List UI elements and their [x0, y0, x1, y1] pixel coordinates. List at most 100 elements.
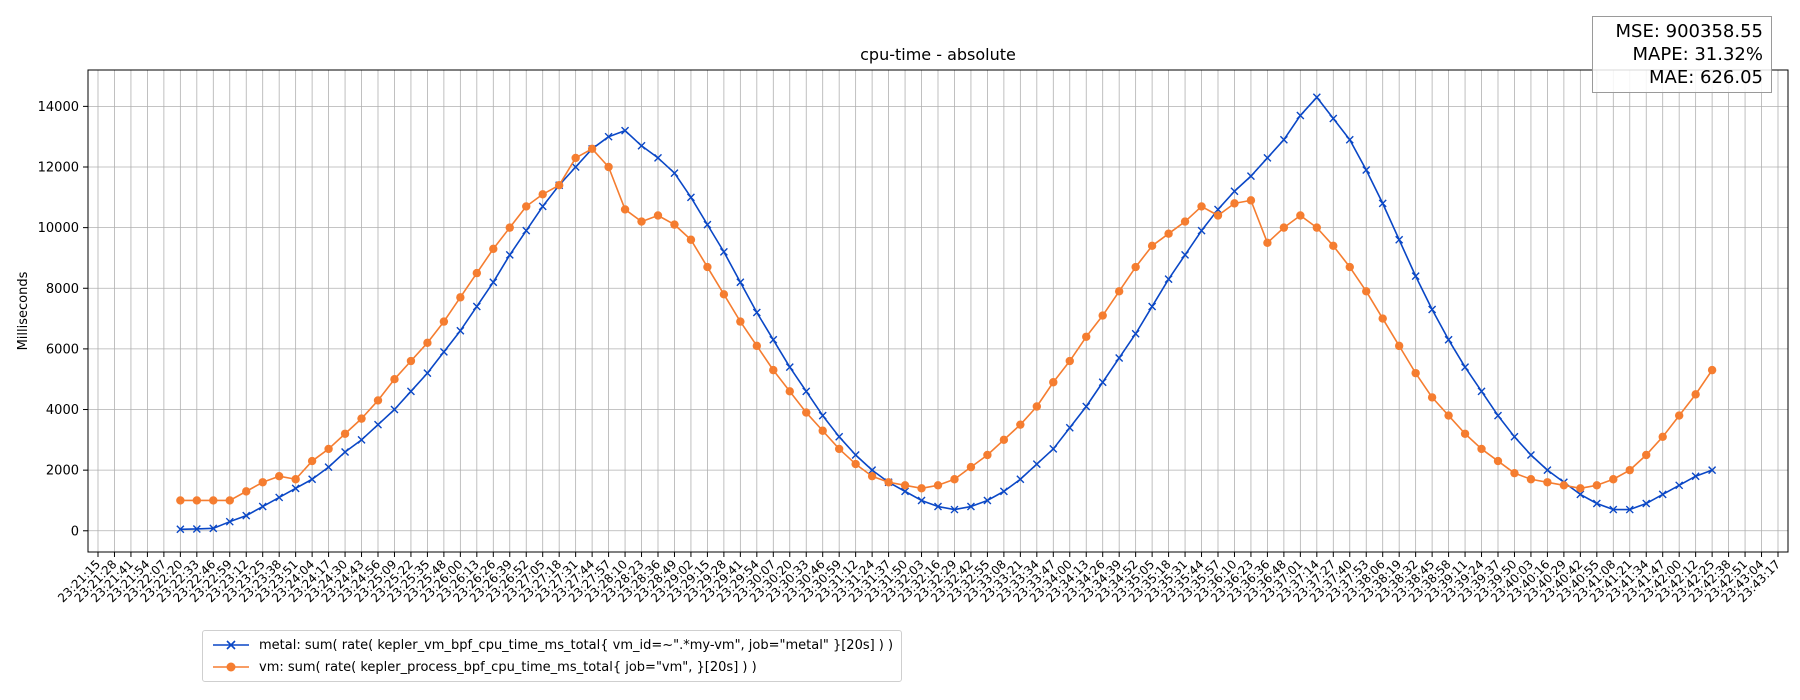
data-point-vm	[1098, 311, 1107, 320]
data-point-metal	[999, 487, 1008, 496]
data-point-metal	[604, 132, 613, 141]
data-point-vm	[719, 290, 729, 299]
data-point-vm	[933, 481, 943, 490]
data-point-vm	[752, 341, 762, 351]
data-point-metal	[1312, 93, 1321, 102]
data-point-vm	[1592, 481, 1602, 490]
data-point-vm	[966, 462, 976, 472]
data-point-vm	[1559, 481, 1569, 490]
data-point-metal	[621, 126, 630, 135]
data-point-metal	[1494, 411, 1502, 420]
data-point-metal	[1016, 475, 1025, 484]
series-line-vm	[180, 148, 1713, 502]
legend-item-vm: vm: sum( rate( kepler_process_bpf_cpu_ti…	[211, 656, 893, 678]
data-point-metal	[1246, 172, 1255, 181]
data-point-vm	[439, 317, 449, 326]
data-point-vm	[390, 375, 399, 384]
data-point-vm	[1427, 393, 1437, 402]
y-tick-label: 4000	[46, 403, 79, 418]
y-axis-label: Milliseconds	[16, 271, 31, 350]
data-point-metal	[1658, 490, 1667, 499]
data-point-metal	[439, 347, 448, 356]
data-point-vm	[1230, 199, 1239, 208]
data-point-vm	[1362, 287, 1371, 296]
data-point-vm	[851, 459, 860, 469]
data-point-metal	[1444, 335, 1453, 344]
data-point-vm	[1296, 211, 1305, 220]
data-point-metal	[802, 387, 811, 396]
data-point-vm	[1197, 202, 1206, 211]
data-point-vm	[1263, 238, 1272, 247]
data-point-vm	[209, 496, 218, 505]
data-point-metal	[1428, 305, 1437, 314]
data-point-vm	[884, 478, 893, 487]
data-point-metal	[1115, 353, 1124, 362]
data-point-metal	[1411, 272, 1420, 281]
data-point-vm	[867, 472, 877, 481]
data-point-vm	[522, 202, 531, 211]
y-tick-label: 2000	[46, 464, 79, 479]
data-point-metal	[1148, 302, 1157, 311]
data-point-vm	[242, 487, 251, 496]
data-point-metal	[225, 517, 234, 526]
data-point-metal	[1675, 481, 1684, 490]
data-point-metal	[406, 387, 415, 396]
legend-item-metal: metal: sum( rate( kepler_vm_bpf_cpu_time…	[211, 634, 893, 656]
data-point-metal	[1576, 490, 1585, 499]
y-tick-label: 12000	[38, 161, 79, 176]
data-point-metal	[901, 487, 910, 496]
data-point-metal	[1181, 250, 1190, 259]
data-point-vm	[1378, 314, 1387, 323]
data-point-metal	[1592, 499, 1601, 508]
data-point-vm	[1394, 341, 1404, 351]
data-point-vm	[571, 153, 580, 163]
data-point-metal	[719, 247, 728, 256]
data-point-vm	[274, 472, 284, 481]
data-point-metal	[785, 363, 794, 372]
data-point-metal	[703, 220, 712, 229]
data-point-metal	[637, 141, 646, 150]
data-point-metal	[818, 411, 827, 420]
data-point-vm	[1032, 402, 1042, 411]
data-point-metal	[1691, 472, 1700, 481]
data-point-vm	[1526, 475, 1536, 484]
data-point-vm	[225, 496, 234, 505]
data-point-vm	[1049, 378, 1058, 387]
data-point-metal	[1477, 387, 1486, 396]
data-point-vm	[703, 262, 712, 272]
legend: metal: sum( rate( kepler_vm_bpf_cpu_time…	[202, 630, 903, 682]
data-point-metal	[1263, 153, 1272, 162]
y-tick-label: 6000	[46, 342, 79, 357]
data-point-metal	[835, 432, 844, 441]
data-point-vm	[1444, 411, 1453, 420]
data-point-vm	[950, 475, 959, 484]
y-tick-label: 0	[71, 524, 79, 539]
data-point-metal	[176, 525, 185, 534]
data-point-metal	[983, 496, 992, 505]
data-point-metal	[769, 335, 778, 344]
data-point-metal	[1395, 235, 1404, 244]
data-point-metal	[1543, 466, 1552, 475]
data-point-vm	[1065, 356, 1074, 366]
data-point-metal	[242, 511, 251, 520]
data-point-metal	[1131, 329, 1140, 338]
data-point-vm	[1674, 411, 1684, 420]
data-point-vm	[999, 435, 1009, 445]
data-point-vm	[192, 496, 202, 505]
data-point-vm	[686, 235, 696, 244]
data-point-metal	[275, 493, 284, 502]
data-point-metal	[950, 505, 959, 514]
data-point-vm	[637, 217, 646, 226]
data-point-vm	[834, 444, 844, 454]
data-point-metal	[851, 450, 860, 459]
data-point-metal	[1708, 466, 1717, 475]
data-point-vm	[653, 211, 663, 220]
data-point-vm	[670, 220, 679, 229]
data-point-vm	[1642, 450, 1651, 460]
chart-title: cpu-time - absolute	[860, 45, 1016, 64]
data-point-vm	[1658, 432, 1667, 442]
data-point-vm	[1691, 390, 1700, 399]
data-point-metal	[522, 226, 531, 235]
data-point-vm	[423, 338, 432, 348]
data-point-vm	[357, 414, 366, 423]
